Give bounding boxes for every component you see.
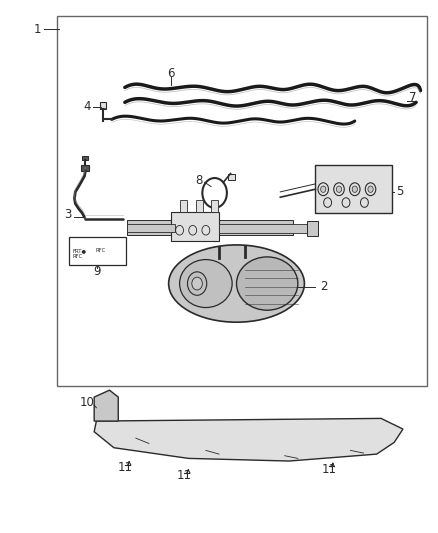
Text: 10: 10 [80, 396, 95, 409]
Text: 9: 9 [93, 265, 101, 278]
Circle shape [321, 186, 326, 192]
Bar [315, 165, 392, 213]
Bar [196, 200, 203, 212]
Bar [171, 212, 219, 241]
Ellipse shape [169, 245, 304, 322]
Text: 5: 5 [396, 185, 403, 198]
Text: 1: 1 [33, 23, 41, 36]
Bar [211, 200, 218, 212]
Circle shape [368, 186, 373, 192]
Bar [100, 102, 106, 109]
Bar [307, 221, 318, 236]
Ellipse shape [180, 260, 232, 308]
Text: 8: 8 [196, 174, 203, 187]
Circle shape [336, 186, 342, 192]
Text: 6: 6 [167, 67, 175, 80]
Text: 4: 4 [84, 100, 92, 113]
Polygon shape [94, 390, 118, 421]
Text: RFC: RFC [95, 248, 106, 253]
Text: 3: 3 [64, 208, 71, 221]
Bar [127, 220, 293, 235]
Circle shape [192, 277, 202, 290]
Bar [69, 237, 126, 265]
Polygon shape [94, 418, 403, 461]
Text: FRT●: FRT● [72, 248, 86, 253]
Bar [228, 174, 235, 180]
Text: 2: 2 [320, 280, 328, 293]
Bar [180, 200, 187, 212]
Ellipse shape [237, 257, 298, 310]
Circle shape [352, 186, 357, 192]
Text: 11: 11 [177, 469, 191, 482]
Text: 11: 11 [117, 461, 132, 474]
Bar [82, 156, 88, 160]
Text: RFC: RFC [72, 254, 82, 260]
Bar [81, 165, 89, 171]
Bar [127, 224, 175, 232]
Bar [219, 224, 315, 233]
Text: 7: 7 [409, 91, 417, 103]
Text: 11: 11 [322, 463, 337, 475]
Bar [57, 16, 427, 386]
